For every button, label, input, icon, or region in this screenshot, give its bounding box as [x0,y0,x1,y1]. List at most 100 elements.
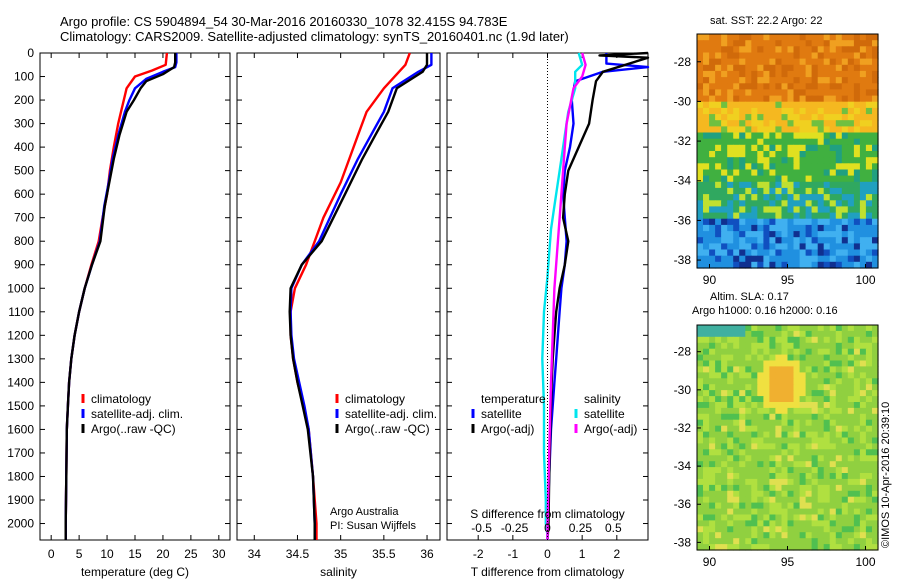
sst-heatmap-cell [739,107,746,115]
sst-heatmap-cell [847,95,855,103]
sal-series-line [288,53,429,540]
sst-heatmap-cell [781,187,789,195]
diff-top-axis-label: S difference from climatology [470,507,625,521]
sst-heatmap-cell [793,95,801,103]
sla-heatmap-cell [727,354,734,362]
sla-heatmap-cell [847,330,855,338]
sla-heatmap-cell [835,544,843,551]
sst-heatmap-cell [805,206,813,214]
sla-heatmap-cell [805,348,813,356]
sst-heatmap-cell [697,77,704,84]
sla-heatmap-cell [703,419,710,427]
sla-heatmap-cell [805,431,813,439]
sst-heatmap-cell [709,200,716,208]
sst-heatmap-cell [709,187,716,195]
sla-heatmap-cell [847,490,855,498]
sla-heatmap-cell [697,325,704,332]
sst-heatmap-cell [872,224,879,232]
sst-heatmap-cell [859,40,867,47]
sst-heatmap-cell [703,144,710,152]
sla-heatmap-cell [829,360,837,367]
sst-heatmap-cell [829,114,837,121]
sla-heatmap-cell [781,467,789,474]
sst-heatmap-cell [727,243,734,251]
sst-heatmap-cell [872,77,879,84]
sst-heatmap-cell [763,157,770,164]
sla-heatmap-cell [703,473,710,480]
sst-heatmap-cell [757,120,764,127]
sst-heatmap-cell [763,218,770,226]
sst-heatmap-cell [799,101,807,109]
sst-heatmap-cell [715,40,722,47]
sst-heatmap-cell [709,151,716,158]
sst-heatmap-cell [751,40,758,47]
sst-heatmap-cell [841,249,849,257]
sst-heatmap-cell [865,77,873,84]
sst-heatmap-cell [775,181,782,189]
sla-heatmap-cell [703,449,710,456]
sla-heatmap-cell [751,348,758,356]
sla-heatmap-cell [865,431,873,439]
sla-heatmap-cell [703,461,710,468]
sst-heatmap-cell [817,144,825,152]
sst-heatmap-cell [721,58,728,66]
sla-heatmap-cell [763,348,770,356]
sst-heatmap-cell [847,181,855,189]
sst-heatmap-cell [775,144,782,152]
sla-heatmap-cell [823,413,831,421]
sst-heatmap-cell [829,151,837,158]
sla-heatmap-cell [853,544,861,551]
sla-heatmap-cell [835,526,843,533]
sst-heatmap-cell [793,194,801,201]
sla-heatmap-cell [775,336,782,344]
sst-heatmap-cell [727,237,734,244]
sst-heatmap-cell [751,255,758,263]
sla-heatmap-cell [817,342,825,350]
sla-heatmap-cell [715,342,722,350]
sla-heatmap-cell [805,544,813,551]
sla-heatmap-cell [829,384,837,391]
sla-heatmap-cell [697,508,704,516]
sla-heatmap-cell [853,431,861,439]
sst-heatmap-cell [715,212,722,220]
diff-top-tick-label: 0.25 [569,521,593,535]
sst-heatmap-cell [733,101,740,109]
sla-heatmap-cell [793,390,801,397]
sla-heatmap-cell [757,538,764,545]
sst-heatmap-cell [829,138,837,146]
sla-heatmap-cell [721,461,728,468]
sst-heatmap-cell [697,52,704,60]
sla-heatmap-cell [872,378,879,385]
sla-heatmap-cell [721,473,728,480]
sla-heatmap-cell [775,390,782,397]
sst-heatmap-cell [817,255,825,263]
sla-heatmap-cell [715,508,722,516]
sst-heatmap-cell [787,114,795,121]
sst-heatmap-cell [781,138,789,146]
sal-x-axis-label: salinity [320,565,357,579]
sst-heatmap-cell [787,83,795,91]
sst-heatmap-cell [715,231,722,238]
sst-heatmap-cell [781,231,789,238]
sst-heatmap-cell [859,163,867,171]
sst-heatmap-cell [715,187,722,195]
sla-heatmap-cell [811,354,819,362]
sal-x-tick-label: 35.5 [372,547,396,561]
sst-heatmap-cell [697,206,704,214]
sst-heatmap-cell [847,261,855,269]
sla-heatmap-cell [697,520,704,527]
sla-heatmap-cell [751,407,758,415]
sst-heatmap-cell [727,200,734,208]
sla-heatmap-cell [763,378,770,385]
sst-heatmap-cell [751,231,758,238]
sst-heatmap-cell [847,249,855,257]
sst-heatmap-cell [823,34,831,41]
sst-heatmap-cell [853,163,861,171]
sst-heatmap-cell [799,151,807,158]
sla-heatmap-cell [763,443,770,450]
sst-heatmap-cell [739,77,746,84]
sst-heatmap-cell [697,132,704,140]
sst-heatmap-cell [799,243,807,251]
sst-heatmap-cell [841,231,849,238]
sla-heatmap-cell [757,384,764,391]
